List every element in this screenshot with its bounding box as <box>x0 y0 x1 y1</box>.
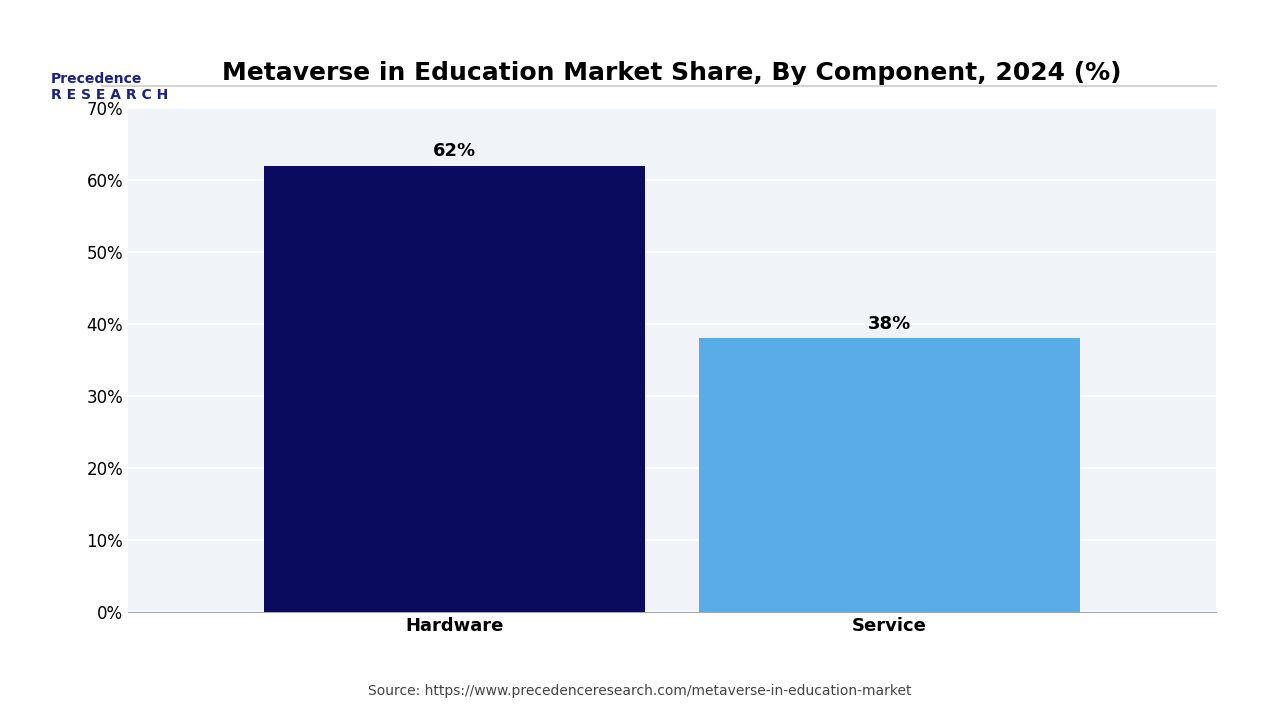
Text: 38%: 38% <box>868 315 911 333</box>
Text: Source: https://www.precedenceresearch.com/metaverse-in-education-market: Source: https://www.precedenceresearch.c… <box>369 685 911 698</box>
Text: 62%: 62% <box>433 142 476 160</box>
Text: Precedence
R E S E A R C H: Precedence R E S E A R C H <box>51 72 169 102</box>
Title: Metaverse in Education Market Share, By Component, 2024 (%): Metaverse in Education Market Share, By … <box>223 61 1121 85</box>
Bar <box>264 166 645 612</box>
Bar <box>699 338 1080 612</box>
